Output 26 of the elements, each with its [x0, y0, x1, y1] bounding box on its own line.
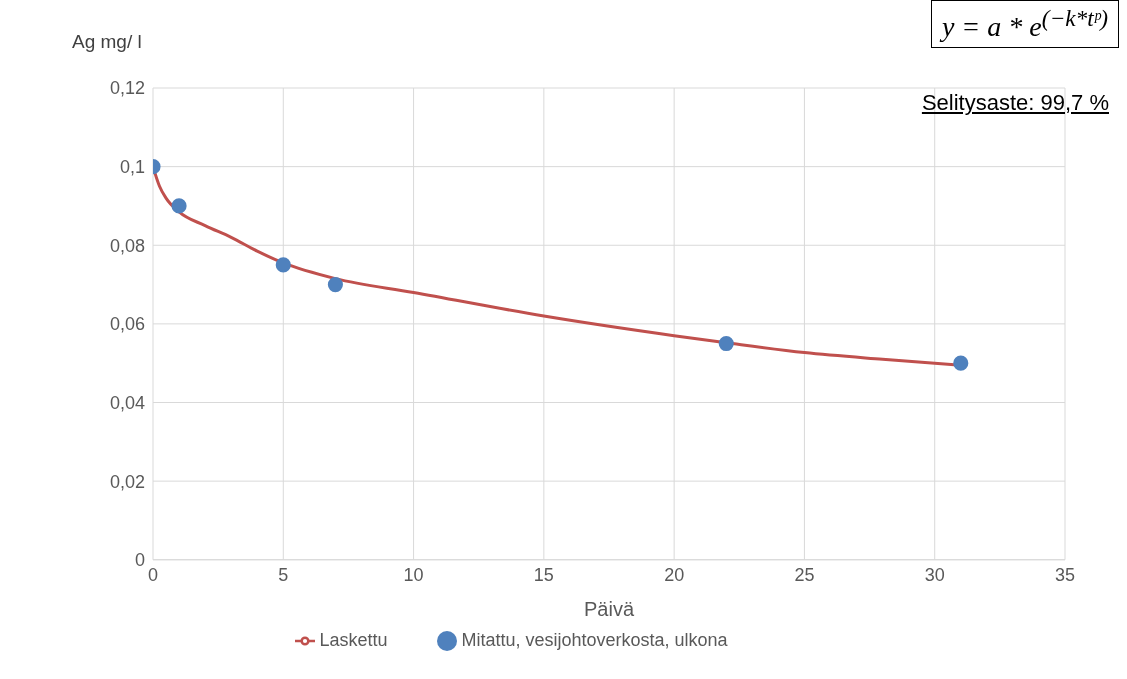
point [275, 257, 291, 273]
x-axis-title: Päivä [583, 597, 635, 620]
point [171, 198, 187, 214]
x-tick-label: 5 [278, 564, 289, 585]
y-tick-label: 0,04 [109, 392, 145, 413]
x-tick-label: 0 [147, 564, 159, 585]
legend-label: Mitattu, vesijohtoverkosta, ulkona [461, 629, 728, 650]
x-tick-label: 30 [924, 564, 945, 585]
point [327, 277, 343, 293]
point [953, 355, 969, 371]
y-tick-label: 0,08 [109, 235, 145, 256]
x-tick-label: 15 [533, 564, 554, 585]
y-tick-label: 0,12 [109, 78, 145, 99]
x-tick-label: 10 [403, 564, 424, 585]
annotation: Selitysaste: 99,7 % [921, 90, 1109, 116]
text: y = a * e$^{(−k*tᵖ)}$ [930, 0, 1119, 49]
y-axis-title: Ag mg/ l [72, 31, 142, 52]
y-tick-label: 0,06 [109, 314, 145, 335]
y-tick-label: 0,02 [109, 471, 145, 492]
x-tick-label: 35 [1054, 564, 1076, 585]
y-tick-label: 0,1 [119, 157, 145, 178]
x-tick-label: 25 [794, 564, 815, 585]
legend-label: Laskettu [319, 629, 388, 650]
point [718, 335, 734, 352]
y-tick-label: 0 [134, 550, 145, 571]
x-tick-label: 20 [664, 564, 685, 585]
